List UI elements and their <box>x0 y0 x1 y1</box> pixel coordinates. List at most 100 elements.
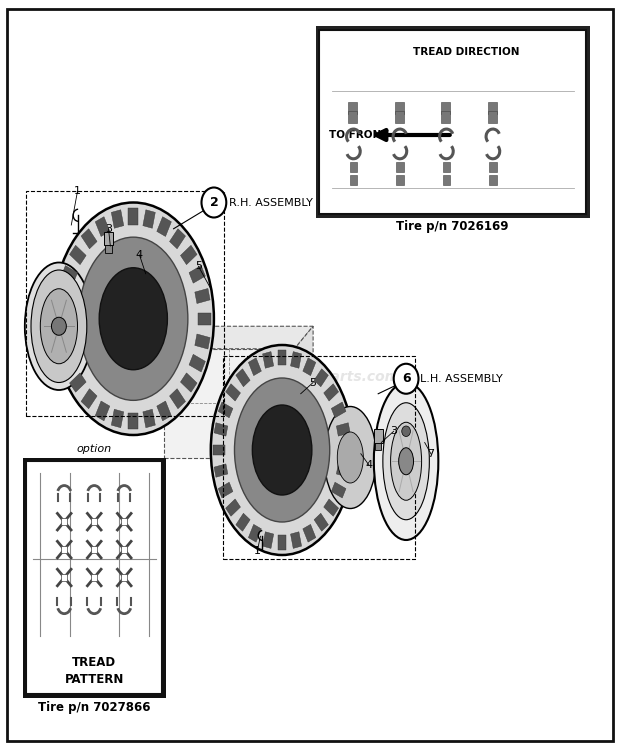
Bar <box>339 445 351 455</box>
Bar <box>61 266 78 284</box>
Ellipse shape <box>211 345 353 555</box>
Bar <box>91 574 97 581</box>
Bar <box>337 423 350 436</box>
Bar <box>61 546 68 554</box>
Ellipse shape <box>324 406 376 508</box>
Ellipse shape <box>337 432 363 483</box>
Text: 3: 3 <box>390 426 397 436</box>
Bar <box>157 217 171 236</box>
Bar <box>180 373 197 392</box>
Bar <box>291 352 301 368</box>
Bar <box>396 175 404 185</box>
Bar <box>69 373 86 392</box>
Ellipse shape <box>383 403 429 520</box>
Bar <box>61 574 68 581</box>
Bar <box>395 102 404 114</box>
Bar <box>104 232 113 245</box>
Text: 6: 6 <box>402 372 410 386</box>
Bar <box>331 402 346 418</box>
Bar <box>121 546 127 554</box>
Bar <box>348 102 357 114</box>
Circle shape <box>202 188 226 218</box>
Bar <box>214 423 228 436</box>
Bar <box>214 464 228 477</box>
Bar <box>213 445 226 455</box>
Ellipse shape <box>40 289 78 364</box>
Bar <box>324 384 339 401</box>
Polygon shape <box>164 326 313 349</box>
Bar <box>303 524 316 542</box>
Bar <box>143 410 155 428</box>
Bar <box>121 574 127 581</box>
Bar <box>56 289 72 304</box>
Text: R.H. ASSEMBLY: R.H. ASSEMBLY <box>229 197 313 208</box>
Bar <box>278 535 286 550</box>
Bar <box>263 532 273 548</box>
Bar <box>128 209 138 224</box>
Text: 4: 4 <box>136 250 143 260</box>
Bar <box>128 413 138 429</box>
Bar <box>441 102 450 114</box>
Bar <box>189 266 205 284</box>
Bar <box>226 384 241 401</box>
Bar <box>91 546 97 554</box>
Bar <box>180 245 197 265</box>
Bar <box>324 499 339 516</box>
Bar <box>314 369 329 387</box>
Bar <box>61 518 68 526</box>
Circle shape <box>402 426 410 436</box>
Bar <box>278 350 286 365</box>
Bar <box>105 245 112 253</box>
Bar <box>396 162 404 172</box>
Bar <box>395 112 404 124</box>
Bar <box>143 210 155 228</box>
Circle shape <box>51 317 66 335</box>
Text: TREAD
PATTERN: TREAD PATTERN <box>64 656 124 686</box>
Bar <box>350 175 357 185</box>
Bar <box>56 313 69 325</box>
Bar <box>348 112 357 124</box>
Bar <box>157 401 171 421</box>
Bar <box>198 313 211 325</box>
Bar <box>195 289 210 304</box>
Text: 3: 3 <box>105 224 112 234</box>
Text: 5: 5 <box>309 377 317 388</box>
Bar <box>316 26 590 218</box>
Text: Tire p/n 7026169: Tire p/n 7026169 <box>396 220 509 233</box>
Bar <box>112 410 124 428</box>
Ellipse shape <box>252 405 312 495</box>
Text: 1: 1 <box>74 186 81 196</box>
Bar <box>249 524 262 542</box>
Circle shape <box>394 364 418 394</box>
Bar <box>81 229 97 249</box>
Bar <box>226 499 241 516</box>
Bar <box>314 513 329 531</box>
Bar <box>350 162 357 172</box>
Ellipse shape <box>53 202 214 435</box>
Bar <box>488 112 497 124</box>
Text: 4: 4 <box>365 460 373 470</box>
Text: option: option <box>77 444 112 454</box>
Bar <box>223 356 415 559</box>
Bar <box>263 352 273 368</box>
Bar <box>374 429 383 442</box>
Bar <box>95 217 110 236</box>
Bar <box>489 162 497 172</box>
Bar <box>441 112 450 124</box>
Ellipse shape <box>99 268 167 370</box>
Text: Tire p/n 7027866: Tire p/n 7027866 <box>38 700 151 714</box>
Bar <box>121 518 127 526</box>
Bar <box>69 245 86 265</box>
Text: 5: 5 <box>195 261 202 272</box>
Ellipse shape <box>399 448 414 475</box>
Bar <box>26 461 162 694</box>
Bar <box>291 532 301 548</box>
Bar <box>375 442 381 450</box>
Bar <box>319 30 586 214</box>
Bar <box>56 334 72 349</box>
Bar <box>81 388 97 409</box>
Bar <box>331 482 346 498</box>
Ellipse shape <box>79 237 188 400</box>
Bar <box>236 369 250 387</box>
Bar <box>218 402 233 418</box>
